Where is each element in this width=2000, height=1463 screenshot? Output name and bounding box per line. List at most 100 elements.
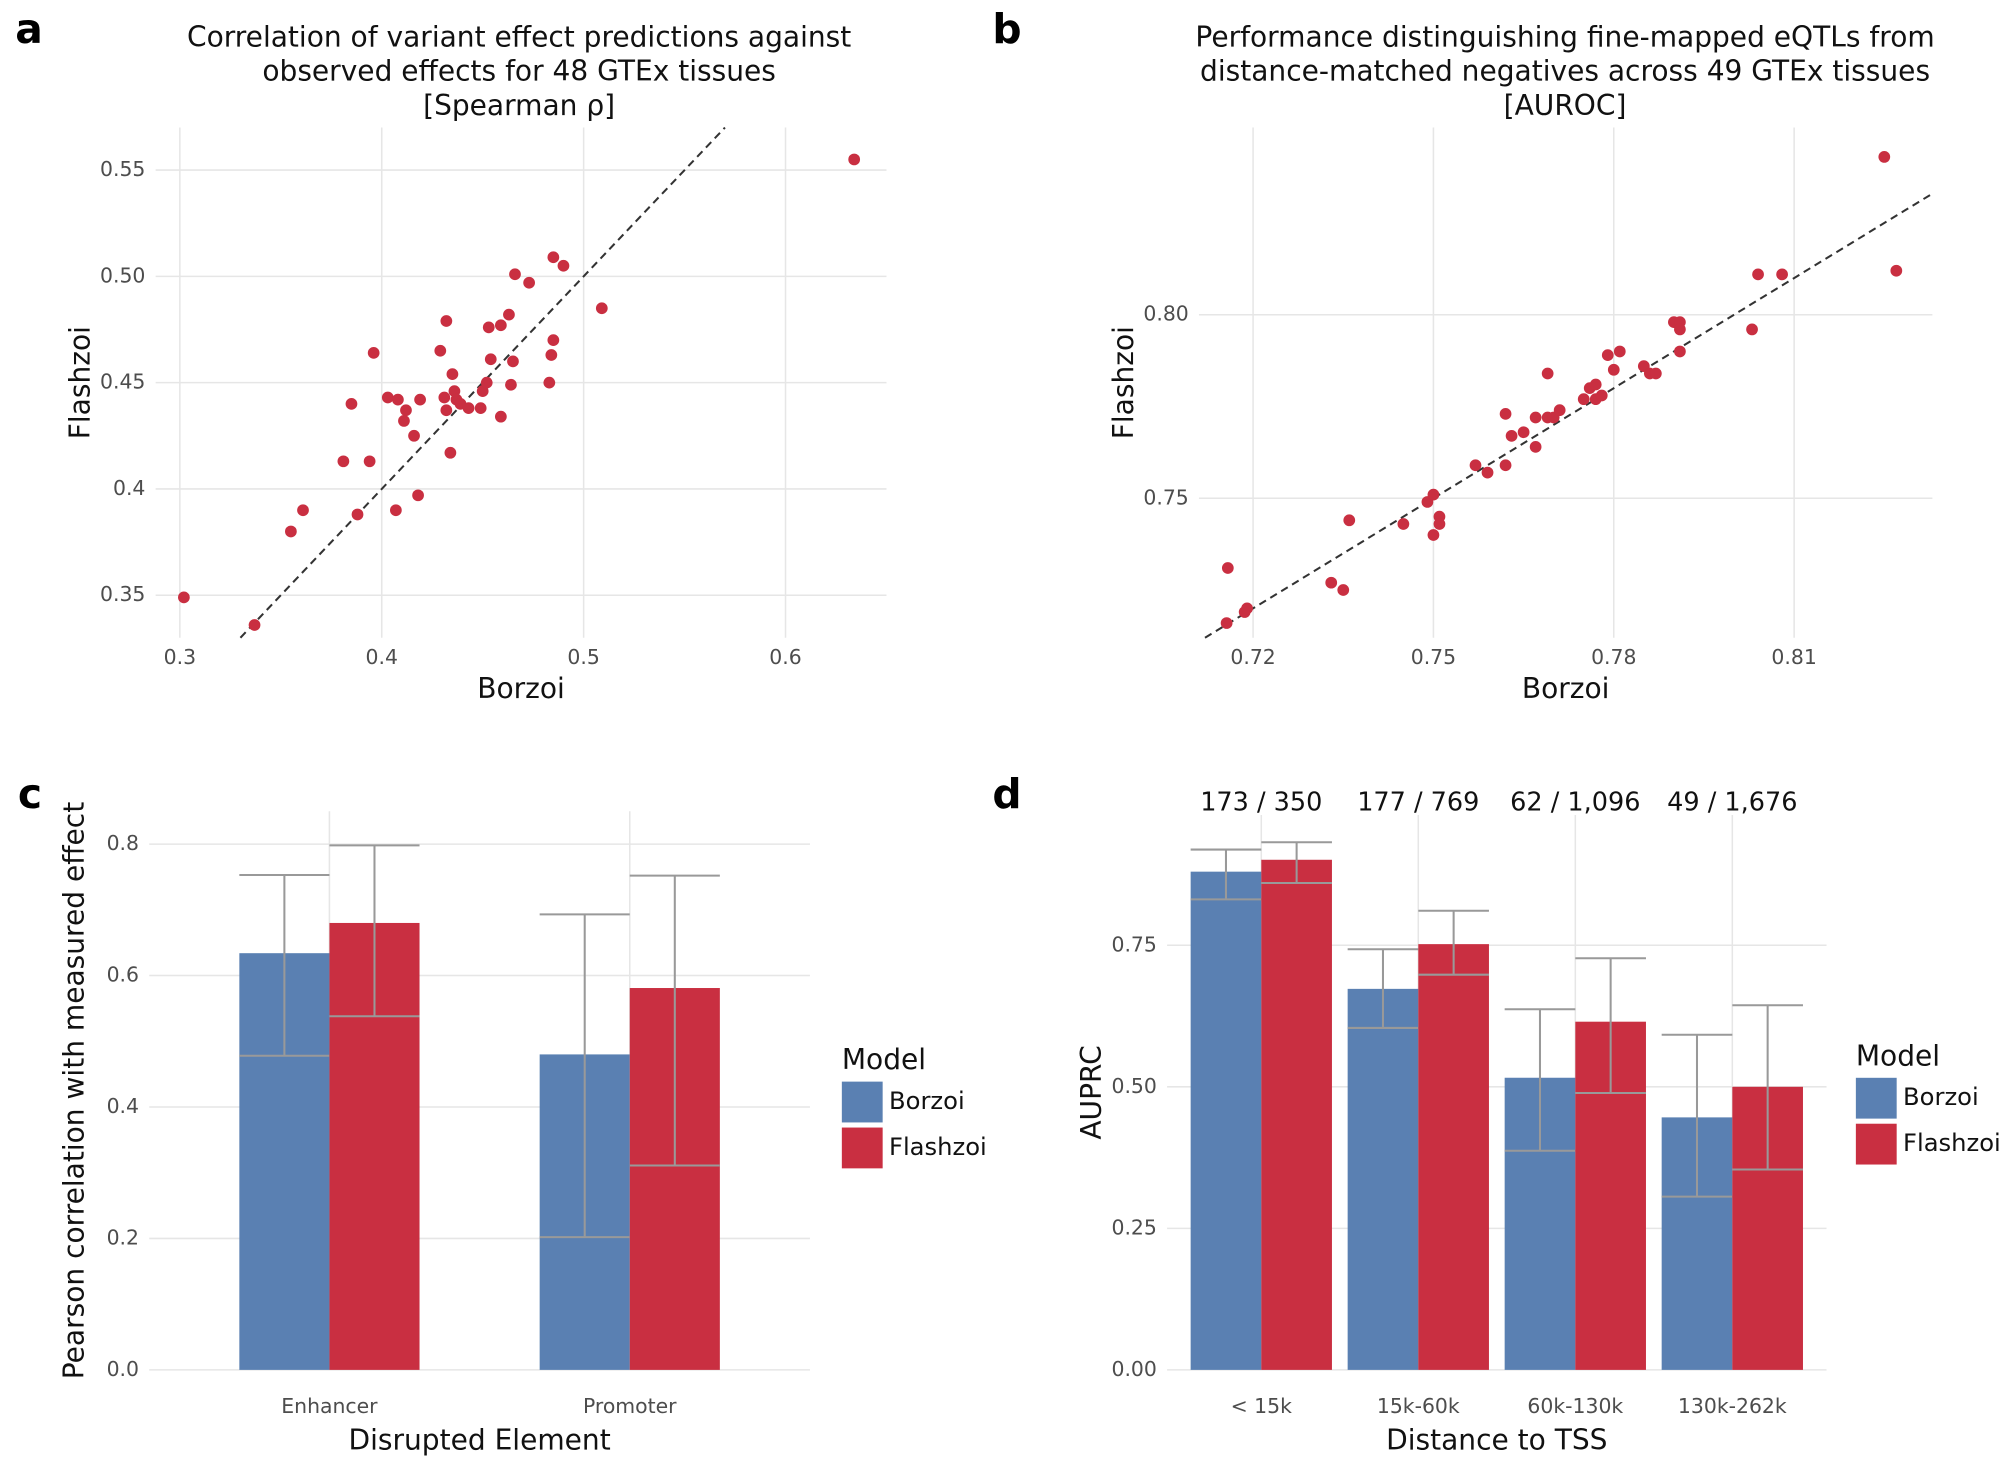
point	[1613, 345, 1626, 358]
point	[1220, 617, 1233, 629]
point	[444, 446, 457, 459]
point	[414, 393, 426, 406]
point	[1427, 488, 1440, 501]
chart-title: observed effects for 48 GTEx tissues	[262, 55, 776, 88]
point	[1397, 518, 1410, 530]
y-tick-label: 0.45	[100, 370, 145, 394]
y-axis-label: AUPRC	[1075, 1045, 1108, 1139]
point	[1541, 367, 1554, 380]
point	[337, 455, 350, 468]
point	[557, 259, 570, 272]
bar	[1261, 859, 1332, 1370]
point	[1241, 602, 1253, 615]
x-tick-label: 0.4	[366, 645, 398, 669]
point	[392, 393, 404, 406]
y-tick-label: 0.00	[1111, 1357, 1156, 1381]
point	[297, 504, 309, 517]
point	[1553, 404, 1566, 417]
point	[595, 302, 608, 315]
point	[1529, 441, 1542, 453]
panel-letter: b	[992, 5, 1021, 53]
point	[1343, 514, 1356, 527]
legend-swatch	[1855, 1077, 1897, 1119]
point	[408, 429, 420, 442]
point	[494, 410, 507, 423]
point	[523, 276, 535, 289]
point	[1433, 518, 1446, 530]
point	[1752, 268, 1764, 281]
point	[462, 402, 475, 415]
point	[367, 347, 380, 359]
legend-swatch	[841, 1081, 883, 1123]
bar	[1190, 871, 1262, 1370]
point	[474, 402, 487, 415]
point	[178, 591, 190, 604]
point	[1674, 345, 1686, 358]
x-tick-label: 130k-262k	[1678, 1394, 1787, 1418]
point	[400, 404, 412, 417]
point	[1499, 459, 1512, 472]
point	[1649, 367, 1662, 380]
point	[494, 319, 507, 332]
point	[1674, 323, 1686, 336]
point	[1325, 576, 1338, 589]
point	[1746, 323, 1758, 336]
y-tick-label: 0.4	[113, 476, 145, 500]
point	[1601, 349, 1614, 361]
point	[248, 619, 261, 631]
x-axis-label: Disrupted Element	[348, 1423, 610, 1456]
x-tick-label: 15k-60k	[1377, 1394, 1460, 1418]
x-tick-label: 60k-130k	[1527, 1394, 1623, 1418]
chart-title: distance-matched negatives across 49 GTE…	[1200, 55, 1930, 88]
y-tick-label: 0.0	[107, 1357, 139, 1381]
x-axis-label: Borzoi	[1522, 672, 1610, 705]
bar	[1418, 944, 1489, 1370]
point	[547, 334, 560, 347]
point	[440, 404, 453, 417]
legend-label: Flashzoi	[1903, 1129, 2000, 1157]
legend-title: Model	[842, 1043, 926, 1076]
point	[1469, 459, 1482, 472]
point	[503, 308, 515, 321]
x-axis-label: Borzoi	[477, 672, 565, 705]
chart-title: Performance distinguishing fine-mapped e…	[1195, 20, 1934, 53]
point	[438, 391, 451, 404]
point	[1878, 151, 1891, 163]
point	[505, 378, 517, 391]
annotation: 49 / 1,676	[1667, 788, 1797, 818]
y-tick-label: 0.25	[1111, 1215, 1156, 1239]
bar	[1347, 988, 1419, 1370]
point	[480, 376, 493, 389]
point	[440, 315, 453, 327]
reference-line	[1204, 192, 1933, 639]
point	[1529, 411, 1542, 424]
point	[1499, 407, 1512, 420]
annotation: 173 / 350	[1200, 788, 1322, 818]
y-tick-label: 0.4	[107, 1094, 139, 1118]
chart-title: [AUROC]	[1504, 89, 1627, 122]
x-tick-label: Promoter	[583, 1394, 677, 1418]
point	[1481, 466, 1494, 479]
x-tick-label: 0.6	[769, 645, 801, 669]
point	[285, 525, 297, 538]
point	[482, 321, 495, 334]
y-tick-label: 0.8	[107, 831, 139, 855]
y-axis-label: Pearson correlation with measured effect	[57, 802, 90, 1379]
point	[1505, 430, 1518, 442]
point	[547, 251, 560, 264]
y-tick-label: 0.80	[1143, 302, 1188, 326]
y-tick-label: 0.75	[1143, 485, 1188, 509]
point	[351, 508, 364, 521]
point	[1517, 426, 1530, 439]
x-tick-label: 0.75	[1411, 645, 1456, 669]
annotation: 177 / 769	[1357, 788, 1479, 818]
point	[1890, 264, 1903, 277]
x-tick-label: < 15k	[1231, 1394, 1293, 1418]
legend-label: Flashzoi	[889, 1133, 987, 1161]
point	[398, 415, 410, 427]
point	[363, 455, 376, 468]
y-tick-label: 0.6	[107, 963, 139, 987]
legend-label: Borzoi	[1903, 1083, 1979, 1111]
x-tick-label: Enhancer	[281, 1394, 378, 1418]
point	[507, 355, 519, 368]
